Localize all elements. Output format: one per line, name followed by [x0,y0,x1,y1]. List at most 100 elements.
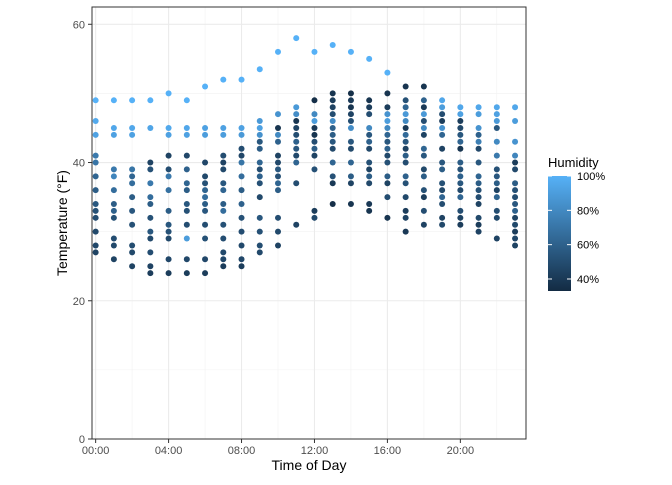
data-point [420,173,427,180]
data-point [256,249,263,256]
data-point [129,263,136,270]
data-point [384,173,391,180]
data-point [329,111,336,118]
data-point [311,214,318,221]
data-point [512,214,519,221]
y-axis: 0 20 40 60 [73,19,92,446]
data-point [129,173,136,180]
data-point [238,214,245,221]
data-point [147,97,154,104]
data-point [475,180,482,187]
data-point [402,214,409,221]
data-point [202,83,209,90]
legend: Humidity 100% 80% 60% 40% [548,155,605,291]
panel-background [92,7,526,439]
data-point [275,124,281,131]
data-point [402,145,409,152]
data-point [439,194,446,201]
data-point [293,35,300,42]
data-point [475,124,482,131]
y-axis-title: Temperature (°F) [54,170,70,276]
data-point [238,173,245,180]
data-point [220,200,227,207]
data-point [475,111,482,118]
data-point [202,159,209,166]
data-point [275,228,281,235]
data-point [493,187,500,194]
data-point [202,124,209,131]
data-point [238,263,245,270]
data-point [311,97,318,104]
x-tick-label: 00:00 [82,445,110,457]
data-point [202,194,209,201]
data-point [256,118,263,125]
y-tick-label: 60 [73,19,85,31]
data-point [347,159,354,166]
data-point [147,228,154,235]
data-point [512,187,519,194]
data-point [165,228,172,235]
data-point [493,173,500,180]
data-point [147,214,154,221]
data-point [129,131,136,138]
legend-colorbar [548,176,571,291]
data-point [92,152,99,159]
data-point [475,214,482,221]
data-point [420,194,427,201]
data-point [384,214,391,221]
data-point [256,159,263,166]
data-point [439,180,446,187]
data-point [202,200,209,207]
data-point [92,214,99,221]
data-point [220,263,227,270]
data-point [275,159,281,166]
data-point [92,200,99,207]
data-point [129,166,136,173]
data-point [183,235,190,242]
data-point [493,111,500,118]
data-point [329,145,336,152]
data-point [347,145,354,152]
y-tick-label: 20 [73,296,85,308]
data-point [347,124,354,131]
data-point [256,138,263,145]
data-point [457,131,464,138]
data-point [275,187,281,194]
data-point [420,118,427,125]
data-point [92,97,99,104]
data-point [366,159,373,166]
data-point [293,111,300,118]
data-point [329,138,336,145]
data-point [238,145,245,152]
data-point [439,166,446,173]
data-point [402,207,409,214]
data-point [293,145,300,152]
data-point [402,83,409,90]
data-point [439,200,446,207]
data-point [493,124,500,131]
data-point [256,242,263,249]
data-point [439,104,446,111]
legend-label: 40% [577,274,599,286]
data-point [165,256,172,263]
data-point [92,118,99,125]
data-point [220,256,227,263]
data-point [311,118,318,125]
data-point [92,159,99,166]
data-point [110,242,117,249]
data-point [165,270,172,277]
data-point [110,200,117,207]
data-point [220,166,227,173]
data-point [512,104,519,111]
data-point [275,180,281,187]
data-point [402,152,409,159]
data-point [238,159,245,166]
data-point [311,166,318,173]
data-point [147,166,154,173]
data-point [256,145,263,152]
data-point [347,200,354,207]
data-point [238,187,245,194]
data-point [329,180,336,187]
